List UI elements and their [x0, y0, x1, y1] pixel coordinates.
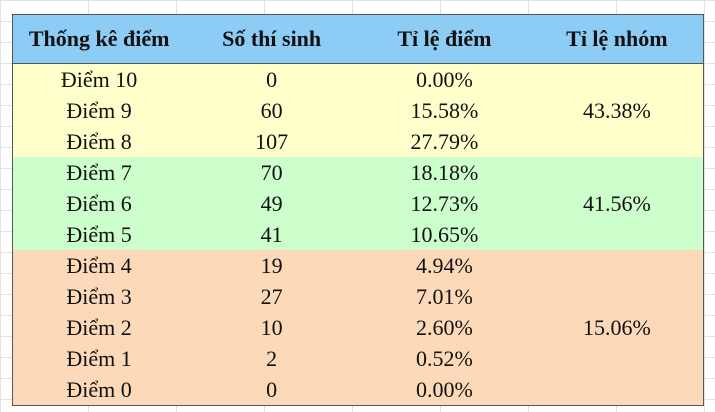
table-header: Thống kê điểm Số thí sinh Tỉ lệ điểm Tỉ lệ …	[12, 14, 704, 64]
header-cell: Số thí sinh	[185, 14, 358, 64]
group-share: 41.56%	[530, 157, 704, 250]
score-share: 15.58%	[358, 95, 531, 126]
stats-table: Thống kê điểm Số thí sinh Tỉ lệ điểm Tỉ lệ …	[12, 14, 704, 406]
candidate-count: 19	[185, 250, 358, 281]
score-label: Điểm 7	[12, 157, 186, 188]
header-cell: Thống kê điểm	[12, 14, 186, 64]
score-label: Điểm 2	[12, 312, 186, 343]
table-row: Điểm 0 0 0.00%	[12, 374, 704, 406]
candidate-count: 27	[185, 281, 358, 312]
candidate-count: 10	[185, 312, 358, 343]
header-cell: Tỉ lệ nhóm	[530, 14, 704, 64]
score-share: 12.73%	[358, 188, 531, 219]
table-row: Điểm 5 41 10.65%	[12, 219, 704, 250]
header-cell: Tỉ lệ điểm	[358, 14, 531, 64]
score-share: 18.18%	[358, 157, 531, 188]
candidate-count: 0	[185, 63, 358, 95]
table-row: Điểm 2 10 2.60%	[12, 312, 704, 343]
score-label: Điểm 6	[12, 188, 186, 219]
score-label: Điểm 3	[12, 281, 186, 312]
score-share: 0.00%	[358, 63, 531, 95]
candidate-count: 70	[185, 157, 358, 188]
candidate-count: 2	[185, 343, 358, 374]
group-share: 15.06%	[530, 250, 704, 406]
table-row: Điểm 1 2 0.52%	[12, 343, 704, 374]
score-share: 2.60%	[358, 312, 531, 343]
table-row: Điểm 10 0 0.00% 43.38%	[12, 63, 704, 157]
score-label: Điểm 1	[12, 343, 186, 374]
candidate-count: 49	[185, 188, 358, 219]
table-row: Điểm 6 49 12.73%	[12, 188, 704, 219]
table-row: Điểm 8 107 27.79%	[12, 126, 704, 157]
score-share: 4.94%	[358, 250, 531, 281]
candidate-count: 41	[185, 219, 358, 250]
candidate-count: 107	[185, 126, 358, 157]
score-share: 10.65%	[358, 219, 531, 250]
table-row: Điểm 7 70 18.18% 41.56%	[12, 157, 704, 250]
score-share: 27.79%	[358, 126, 531, 157]
table-row: Điểm 4 19 4.94% 15.06%	[12, 250, 704, 406]
table-row: Điểm 9 60 15.58%	[12, 95, 704, 126]
score-label: Điểm 10	[12, 63, 186, 95]
group-share: 43.38%	[530, 63, 704, 157]
score-share: 0.00%	[358, 374, 531, 406]
score-label: Điểm 8	[12, 126, 186, 157]
score-share: 7.01%	[358, 281, 531, 312]
header-row: Thống kê điểm Số thí sinh Tỉ lệ điểm Tỉ lệ …	[12, 14, 704, 64]
candidate-count: 0	[185, 374, 358, 406]
score-label: Điểm 0	[12, 374, 186, 406]
candidate-count: 60	[185, 95, 358, 126]
table-row: Điểm 3 27 7.01%	[12, 281, 704, 312]
score-label: Điểm 9	[12, 95, 186, 126]
score-label: Điểm 4	[12, 250, 186, 281]
score-share: 0.52%	[358, 343, 531, 374]
score-label: Điểm 5	[12, 219, 186, 250]
